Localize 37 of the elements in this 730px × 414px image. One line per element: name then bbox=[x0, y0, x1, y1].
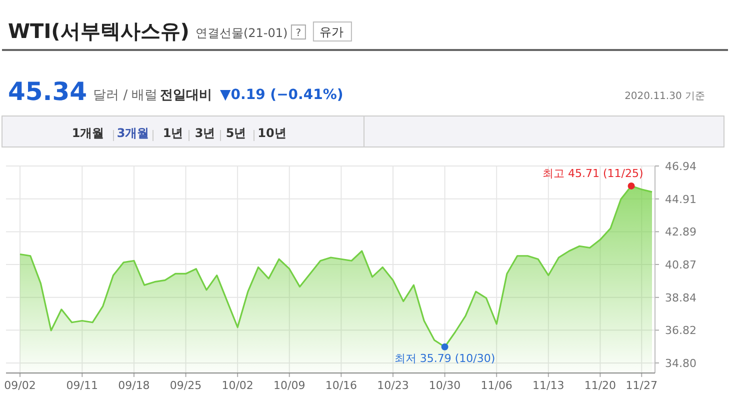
x-tick-label: 10/09 bbox=[274, 379, 306, 392]
x-tick-label: 10/23 bbox=[377, 379, 409, 392]
text: ▼0.19 (−0.41%) bbox=[220, 87, 344, 103]
text: 10년 bbox=[258, 126, 286, 140]
y-tick-label: 40.87 bbox=[665, 258, 696, 272]
text: 달러 / 배럴 bbox=[93, 88, 158, 103]
x-tick-label: 11/27 bbox=[626, 379, 658, 392]
y-tick-label: 42.89 bbox=[665, 226, 696, 239]
y-tick-label: 46.94 bbox=[665, 160, 696, 173]
y-tick-label: 38.84 bbox=[665, 291, 696, 304]
chart-title: WTI(서부텍사스유) bbox=[8, 19, 190, 43]
text: 5년 bbox=[226, 126, 246, 140]
text: 3개월 bbox=[116, 126, 150, 140]
x-tick-label: 11/13 bbox=[532, 379, 564, 392]
text: 전일대비 bbox=[160, 88, 212, 103]
x-tick-label: 10/16 bbox=[325, 379, 358, 392]
text: 45.34 bbox=[8, 77, 88, 106]
text: ? bbox=[296, 28, 302, 39]
chart-subtitle: 연결선물(21-01) bbox=[195, 26, 288, 40]
annotation: 최고 45.71 (11/25) bbox=[542, 166, 644, 180]
x-tick-label: 09/18 bbox=[118, 379, 150, 392]
text: 2020.11.30 기준 bbox=[624, 91, 705, 102]
x-tick-label: 11/20 bbox=[584, 379, 616, 392]
x-tick-label: 09/25 bbox=[170, 379, 202, 392]
y-tick-label: 36.82 bbox=[665, 324, 696, 338]
annotation: 최저 35.79 (10/30) bbox=[394, 352, 496, 365]
y-tick-label: 34.80 bbox=[665, 356, 696, 370]
text: 유가 bbox=[319, 25, 344, 39]
text: 1년 bbox=[162, 126, 184, 140]
y-tick-label: 44.91 bbox=[665, 192, 696, 206]
x-tick-label: 10/30 bbox=[428, 379, 461, 392]
x-tick-label: 09/02 bbox=[4, 379, 36, 392]
text: 3년 bbox=[194, 126, 216, 140]
x-tick-label: 11/06 bbox=[480, 379, 512, 392]
x-tick-label: 10/02 bbox=[222, 379, 254, 392]
x-tick-label: 09/11 bbox=[66, 379, 98, 392]
text: 1개월 bbox=[72, 126, 104, 140]
